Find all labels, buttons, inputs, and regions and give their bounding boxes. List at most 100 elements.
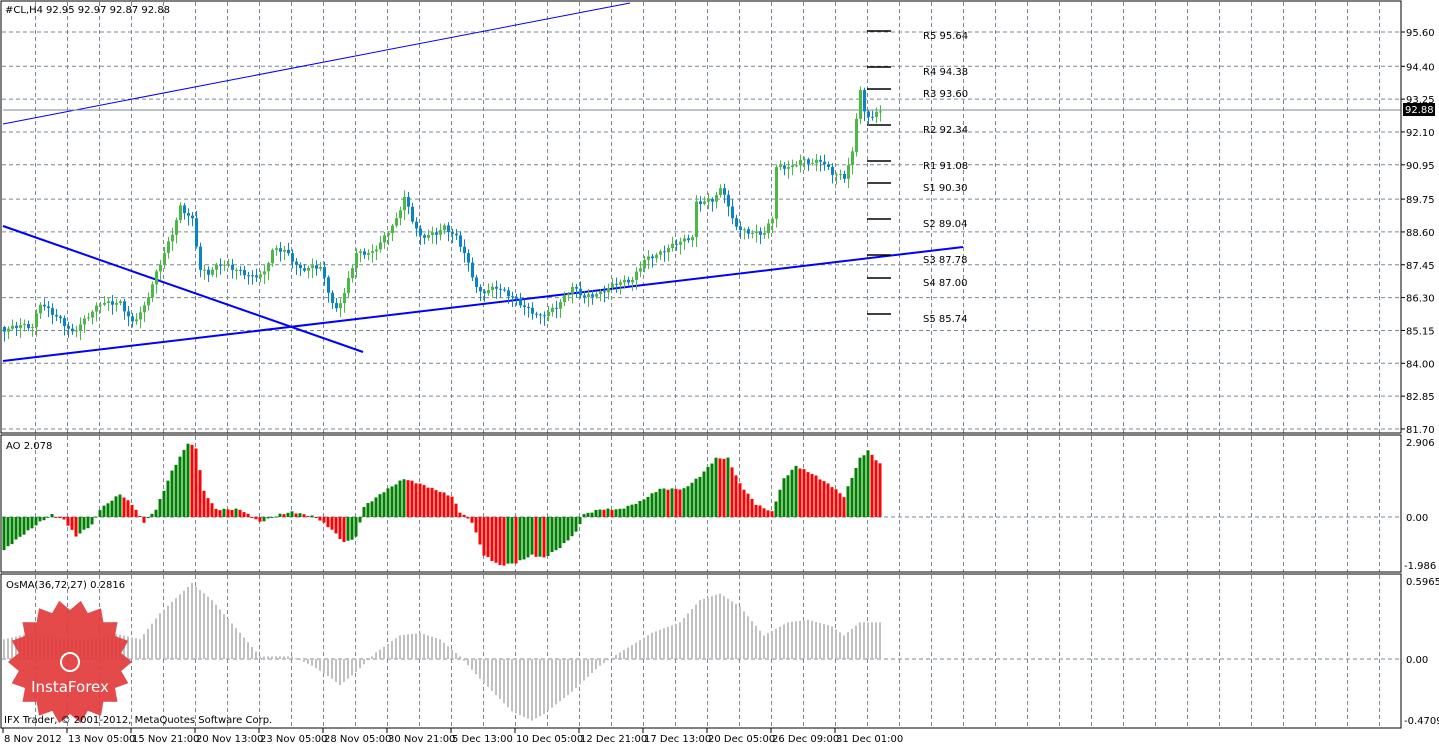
ao-bar (198, 470, 202, 517)
osma-title: OsMA(36,72,27) 0.2816 (6, 580, 125, 591)
candle-body-bull (855, 118, 858, 152)
candle-body-bull (811, 163, 814, 165)
osma-bar (791, 621, 793, 659)
ao-bar (250, 517, 254, 518)
candle (619, 279, 622, 295)
candle (631, 276, 634, 292)
time-tick-label: 12 Dec 21:00 (580, 734, 647, 745)
osma-bar (243, 637, 245, 659)
osma-bar (423, 634, 425, 659)
candle (415, 217, 418, 237)
osma-axis-zero: 0.00 (1406, 655, 1428, 666)
osma-bar (127, 636, 129, 659)
osma-bar (307, 659, 309, 664)
candle-body-bull (719, 188, 722, 195)
candle-body-bull (155, 271, 158, 285)
osma-bar (195, 586, 197, 659)
osma-bar (239, 632, 241, 659)
ao-bar (58, 517, 62, 518)
candle (703, 196, 706, 206)
time-tick-label: 8 Nov 2012 (4, 734, 62, 745)
candle-body-bear (867, 111, 870, 117)
ao-bar (858, 457, 862, 517)
candle (679, 237, 682, 255)
trendline-descending[interactable] (2, 225, 364, 353)
ao-bar (826, 483, 830, 517)
trendline-upper-channel[interactable] (2, 2, 631, 125)
osma-bar (751, 621, 753, 659)
osma-bar (755, 625, 757, 659)
candle-body-bear (243, 269, 246, 276)
osma-bar (799, 620, 801, 659)
ao-bar (138, 515, 142, 517)
ao-bar (742, 489, 746, 517)
osma-bar (531, 659, 533, 721)
candle (635, 267, 638, 290)
candle-body-bull (7, 328, 10, 332)
copyright-text: IFX Trader, © 2001-2012, MetaQuotes Soft… (4, 715, 272, 726)
candle (131, 312, 134, 328)
candle-body-bear (727, 194, 730, 207)
ao-bar (566, 517, 570, 541)
candle (451, 228, 454, 244)
price-tick-label: 87.45 (1406, 261, 1435, 272)
candle (871, 110, 874, 121)
ao-bar (382, 492, 386, 517)
osma-bar (319, 659, 321, 671)
osma-bar (779, 626, 781, 659)
ao-bar (194, 448, 198, 517)
candle (419, 225, 422, 246)
trendline-support[interactable] (2, 246, 964, 362)
candle-body-bear (843, 174, 846, 179)
osma-bar (295, 658, 297, 660)
ao-bar (62, 517, 66, 520)
ao-bar (662, 488, 666, 517)
osma-bar (7, 638, 9, 659)
candle (791, 159, 794, 176)
candle (607, 283, 610, 300)
ao-bar (202, 490, 206, 517)
osma-bar (427, 635, 429, 659)
candle (279, 242, 282, 262)
osma-bar (159, 613, 161, 659)
candle-body-bull (707, 199, 710, 202)
osma-bar (483, 659, 485, 683)
ao-bar (682, 488, 686, 517)
pivot-label: R3 93.60 (923, 89, 968, 100)
candle (283, 245, 286, 260)
osma-bar (815, 621, 817, 659)
ao-bar (254, 517, 258, 520)
osma-bar (203, 593, 205, 659)
ao-bar (766, 510, 770, 517)
candle (847, 157, 850, 188)
trendlines[interactable] (2, 2, 964, 362)
candle (835, 172, 838, 185)
osma-bar (635, 642, 637, 659)
candle (83, 315, 86, 333)
ao-bar (394, 484, 398, 517)
candle (375, 245, 378, 261)
osma-bar (467, 659, 469, 666)
candle-body-bull (259, 274, 262, 278)
ao-bar (294, 513, 298, 517)
osma-bar (267, 656, 269, 659)
candle-body-bear (475, 277, 478, 288)
osma-bar (199, 589, 201, 659)
candle (87, 312, 90, 321)
price-tick-label: 88.60 (1406, 228, 1435, 239)
ao-bar (410, 480, 414, 517)
osma-bar (259, 656, 261, 659)
price-axis[interactable]: 95.60 94.40 93.25 92.10 90.95 89.75 88.60 87.45… (1401, 28, 1435, 436)
osma-bar (323, 659, 325, 674)
candle (767, 219, 770, 239)
candle (63, 315, 66, 336)
candle-body-bear (783, 165, 786, 169)
candle (507, 287, 510, 304)
ao-bar (378, 494, 382, 517)
osma-bar (699, 600, 701, 659)
osma-bar (351, 659, 353, 676)
ao-bar (298, 513, 302, 517)
candle (563, 291, 566, 307)
